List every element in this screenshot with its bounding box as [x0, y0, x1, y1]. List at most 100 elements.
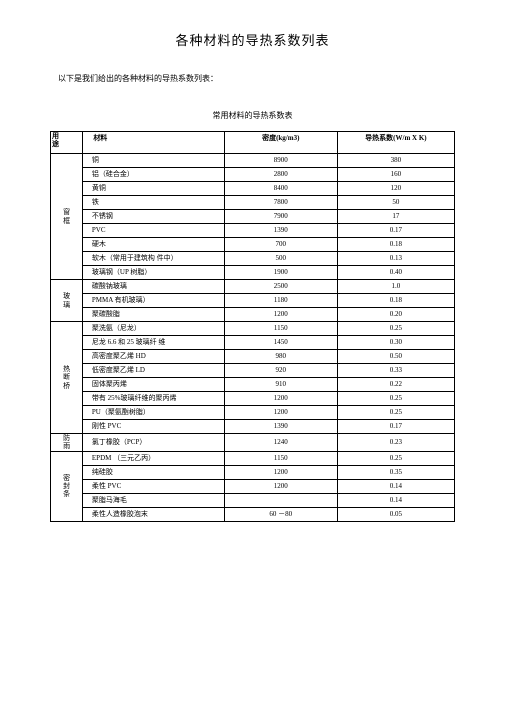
cell-material: 聚碳酸脂 — [83, 308, 224, 322]
cell-material: 软木（常用于建筑构 件中） — [83, 252, 224, 266]
table-row: 热断桥聚洗氨（尼龙）11500.25 — [51, 322, 455, 336]
table-header-row: 用 途 材料 密度(kg/m3) 导热系数(W/m X K) — [51, 132, 455, 154]
table-row: 带有 25%玻璃纤维的聚丙烯12000.25 — [51, 392, 455, 406]
materials-table: 用 途 材料 密度(kg/m3) 导热系数(W/m X K) 窗框铜890038… — [50, 131, 455, 522]
table-row: PMMA 有机玻璃）11800.18 — [51, 294, 455, 308]
cell-density: 1240 — [224, 434, 337, 452]
table-row: 尼龙 6.6 和 25 玻璃纤 维14500.30 — [51, 336, 455, 350]
cell-conductivity: 0.13 — [337, 252, 454, 266]
cell-material: 带有 25%玻璃纤维的聚丙烯 — [83, 392, 224, 406]
table-row: 不锈钢790017 — [51, 210, 455, 224]
cell-conductivity: 160 — [337, 168, 454, 182]
cell-density: 7900 — [224, 210, 337, 224]
cell-density: 8400 — [224, 182, 337, 196]
cell-conductivity: 0.20 — [337, 308, 454, 322]
cell-density: 2800 — [224, 168, 337, 182]
cell-density: 910 — [224, 378, 337, 392]
cell-density: 1200 — [224, 465, 337, 479]
cell-material: 聚脂马海毛 — [83, 493, 224, 507]
table-row: 防雨氯丁橡胶（PCP）12400.23 — [51, 434, 455, 452]
cell-material: 不锈钢 — [83, 210, 224, 224]
cell-material: 铜 — [83, 154, 224, 168]
header-density: 密度(kg/m3) — [224, 132, 337, 154]
table-row: 低密度聚乙烯 LD9200.33 — [51, 364, 455, 378]
cell-conductivity: 380 — [337, 154, 454, 168]
cell-material: 氯丁橡胶（PCP） — [83, 434, 224, 452]
cell-conductivity: 0.25 — [337, 406, 454, 420]
cell-density: 2500 — [224, 280, 337, 294]
group-label: 玻璃 — [51, 280, 83, 322]
table-row: 窗框铜8900380 — [51, 154, 455, 168]
cell-conductivity: 17 — [337, 210, 454, 224]
table-row: 高密度聚乙烯 HD9800.50 — [51, 350, 455, 364]
cell-conductivity: 0.30 — [337, 336, 454, 350]
table-row: 柔性人造橡胶泡末60 －800.05 — [51, 507, 455, 521]
cell-density: 1390 — [224, 420, 337, 434]
table-row: 硬木7000.18 — [51, 238, 455, 252]
cell-conductivity: 0.14 — [337, 493, 454, 507]
cell-conductivity: 0.40 — [337, 266, 454, 280]
cell-material: 尼龙 6.6 和 25 玻璃纤 维 — [83, 336, 224, 350]
cell-density: 700 — [224, 238, 337, 252]
page-title: 各种材料的导热系数列表 — [50, 30, 455, 49]
table-row: 柔性 PVC12000.14 — [51, 479, 455, 493]
cell-density: 1900 — [224, 266, 337, 280]
cell-conductivity: 0.18 — [337, 238, 454, 252]
group-label: 密封条 — [51, 451, 83, 521]
table-row: 聚碳酸脂12000.20 — [51, 308, 455, 322]
table-row: 铝（硅合金）2800160 — [51, 168, 455, 182]
cell-conductivity: 0.05 — [337, 507, 454, 521]
cell-density: 1200 — [224, 406, 337, 420]
cell-material: 碳酸钠玻璃 — [83, 280, 224, 294]
table-row: PU（聚氨酯树脂）12000.25 — [51, 406, 455, 420]
cell-conductivity: 0.23 — [337, 434, 454, 452]
table-row: 聚脂马海毛 0.14 — [51, 493, 455, 507]
cell-density: 1200 — [224, 479, 337, 493]
cell-material: 高密度聚乙烯 HD — [83, 350, 224, 364]
cell-density: 60 －80 — [224, 507, 337, 521]
header-use-bottom: 途 — [52, 140, 81, 148]
group-label: 防雨 — [51, 434, 83, 452]
cell-conductivity: 120 — [337, 182, 454, 196]
cell-material: 刚性 PVC — [83, 420, 224, 434]
cell-density: 1200 — [224, 308, 337, 322]
group-label: 窗框 — [51, 154, 83, 280]
cell-material: PU（聚氨酯树脂） — [83, 406, 224, 420]
cell-density: 980 — [224, 350, 337, 364]
cell-material: 硬木 — [83, 238, 224, 252]
table-row: 纯硅胶12000.35 — [51, 465, 455, 479]
table-caption: 常用材料的导热系数表 — [50, 110, 455, 121]
cell-material: PMMA 有机玻璃） — [83, 294, 224, 308]
cell-conductivity: 0.14 — [337, 479, 454, 493]
cell-material: 铁 — [83, 196, 224, 210]
cell-density: 920 — [224, 364, 337, 378]
cell-density: 1390 — [224, 224, 337, 238]
table-row: 铁780050 — [51, 196, 455, 210]
header-conductivity: 导热系数(W/m X K) — [337, 132, 454, 154]
cell-material: 铝（硅合金） — [83, 168, 224, 182]
cell-material: EPDM （三元乙丙） — [83, 451, 224, 465]
cell-density — [224, 493, 337, 507]
cell-conductivity: 0.35 — [337, 465, 454, 479]
table-row: 密封条EPDM （三元乙丙）11500.25 — [51, 451, 455, 465]
table-row: 软木（常用于建筑构 件中）5000.13 — [51, 252, 455, 266]
header-material: 材料 — [83, 132, 224, 154]
cell-conductivity: 50 — [337, 196, 454, 210]
cell-conductivity: 0.25 — [337, 451, 454, 465]
table-row: 黄铜8400120 — [51, 182, 455, 196]
cell-conductivity: 0.17 — [337, 224, 454, 238]
cell-material: 聚洗氨（尼龙） — [83, 322, 224, 336]
group-label: 热断桥 — [51, 322, 83, 434]
cell-conductivity: 0.50 — [337, 350, 454, 364]
cell-material: 玻璃钢（UP 树脂） — [83, 266, 224, 280]
cell-material: 柔性人造橡胶泡末 — [83, 507, 224, 521]
cell-density: 1150 — [224, 322, 337, 336]
cell-material: 柔性 PVC — [83, 479, 224, 493]
cell-conductivity: 0.25 — [337, 392, 454, 406]
cell-density: 1450 — [224, 336, 337, 350]
cell-density: 7800 — [224, 196, 337, 210]
cell-density: 8900 — [224, 154, 337, 168]
cell-density: 1150 — [224, 451, 337, 465]
cell-conductivity: 0.33 — [337, 364, 454, 378]
cell-conductivity: 1.0 — [337, 280, 454, 294]
